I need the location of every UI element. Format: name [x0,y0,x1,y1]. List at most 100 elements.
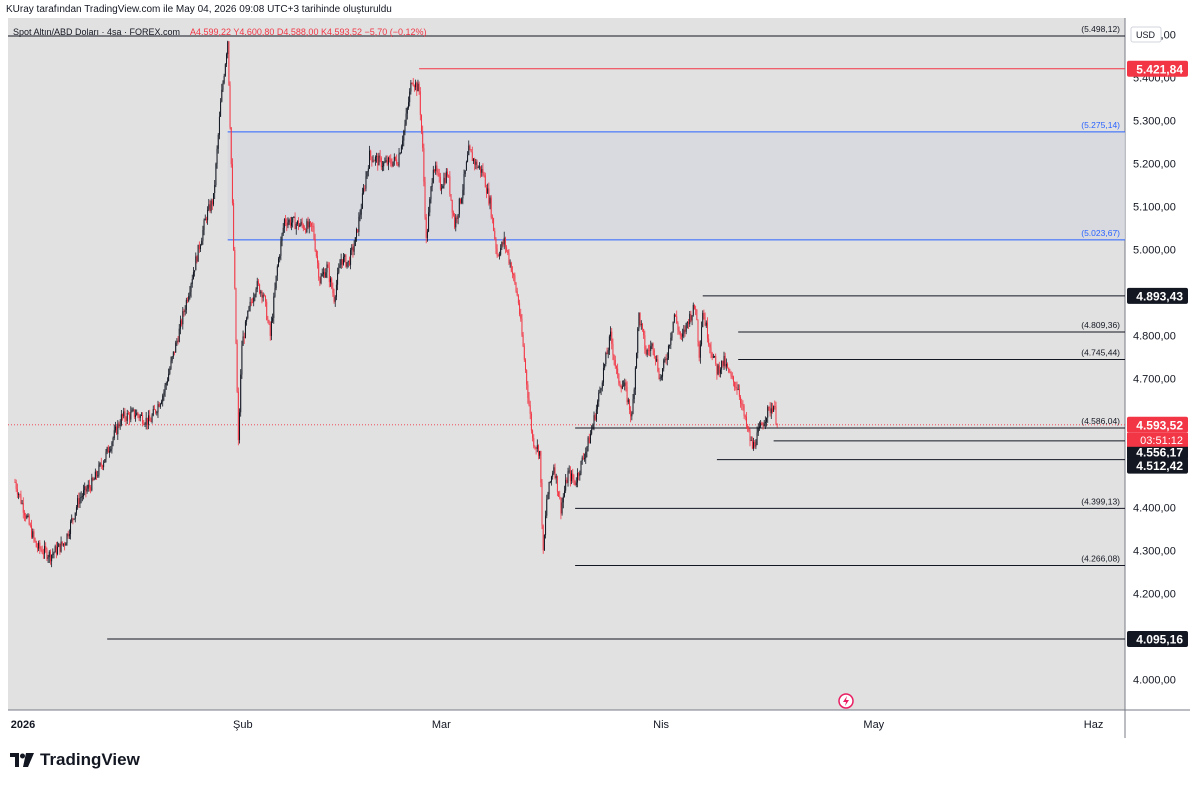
candle-body [99,463,101,465]
candle-body [335,284,337,297]
candle-body [579,473,581,476]
candle-body [49,551,51,562]
candle-body [422,131,424,148]
candle-body [699,344,701,358]
candle-body [145,417,147,425]
candle-body [545,515,547,535]
price-tag[interactable] [1127,631,1188,648]
candle-body [359,214,361,217]
candle-body [634,367,636,390]
candle-body [195,256,197,271]
candle-body [353,245,355,252]
candle-body [457,214,459,219]
x-tick-label: Haz [1084,719,1104,731]
candle-body [369,150,370,169]
tradingview-logo[interactable]: TradingView [10,750,140,770]
candle-body [683,329,685,334]
candle-body [618,373,620,384]
candle-body [554,467,556,479]
candle-body [324,272,326,278]
candle-body [478,166,480,168]
candle-body [723,355,725,366]
candle-body [33,531,35,539]
candle-body [192,272,194,280]
level-label: (4.586,04) [1081,416,1120,426]
price-axis[interactable] [1125,18,1190,738]
candle-body [397,164,399,166]
candle-body [769,406,771,414]
price-tag[interactable] [1127,287,1188,304]
candle-body [234,250,236,289]
candle-body [470,149,472,153]
candle-body [437,171,439,174]
x-tick-label: Mar [432,719,451,731]
candle-body [625,382,627,387]
level-label: (4.266,08) [1081,554,1120,564]
candle-body [325,272,327,278]
candle-body [520,314,522,319]
candle-body [126,413,128,421]
price-tag[interactable] [1127,457,1188,474]
candle-body [285,219,287,223]
candle-body [339,265,341,268]
candle-body [696,309,698,321]
candle-body [560,497,562,514]
candle-body [610,331,612,337]
candle-body [508,253,510,263]
candle-body [487,188,489,194]
candle-body [73,518,75,520]
candle-body [289,219,291,226]
legend-symbol[interactable]: Spot Altın/ABD Doları · 4sa · FOREX.com [13,27,180,37]
time-axis[interactable] [8,710,1125,738]
price-tag[interactable] [1127,60,1188,77]
candle-body [690,313,692,321]
zone-layer [227,131,1125,240]
candle-body [745,416,747,427]
candle-body [771,408,773,412]
candle-body [585,451,587,459]
candle-body [403,131,405,141]
candle-body [511,271,513,274]
plot-area[interactable] [8,18,1125,710]
lightning-icon[interactable] [838,693,854,709]
candle-body [764,421,766,424]
currency-box[interactable] [1130,26,1162,43]
candle-body [183,311,185,313]
candle-body [107,447,109,453]
candle-body [327,264,329,268]
candle-body [657,359,659,372]
price-tag-label: 4.593,52 [1136,418,1183,432]
candle-body [574,480,576,485]
candle-body [197,244,199,262]
candle-body [309,221,311,223]
candle-body [328,267,330,283]
level-label: (5.498,12) [1081,24,1120,34]
candle-body [131,410,133,412]
candle-body [407,102,409,108]
candle-body [704,316,706,326]
candle-body [246,318,248,322]
candle-body [256,281,258,290]
candle-body [52,553,54,555]
candle-body [356,229,358,238]
candle-body [543,534,545,551]
candle-body [627,399,629,403]
candle-body [91,477,93,491]
candle-body [55,546,57,555]
candle-body [331,278,333,288]
y-tick-label: 5.100,00 [1133,202,1176,214]
candle-body [722,360,724,366]
candle-body [326,264,328,273]
candle-body [691,315,693,321]
candle-body [715,355,717,364]
candle-body [23,512,25,516]
price-tag[interactable] [1127,416,1188,433]
candle-body [182,311,184,325]
candle-body [494,230,496,239]
candle-body [524,359,526,371]
candle-body [295,223,297,230]
resistance-zone[interactable] [227,131,1125,240]
price-tag[interactable] [1127,443,1188,460]
candle-body [320,276,322,284]
